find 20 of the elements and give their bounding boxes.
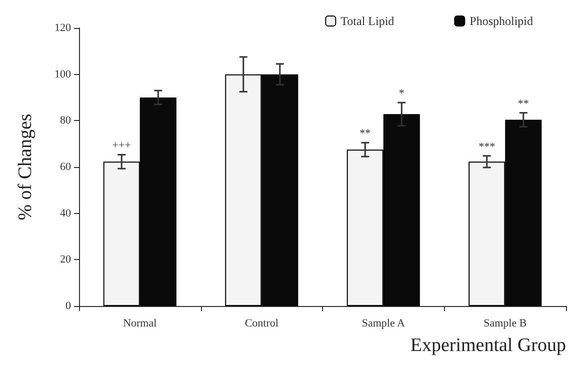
annotation: * — [398, 88, 404, 100]
legend-label: Phospholipid — [470, 14, 534, 28]
x-tick-label: Sample A — [362, 318, 405, 330]
annotation: ** — [518, 98, 529, 110]
x-tick-label: Sample B — [484, 318, 527, 330]
y-tick-label: 0 — [66, 300, 72, 312]
y-tick-label: 120 — [54, 22, 72, 34]
annotation: *** — [478, 140, 496, 153]
annotation: +++ — [112, 140, 131, 152]
y-tick-label: 40 — [60, 207, 72, 220]
y-tick-label: 80 — [60, 114, 72, 127]
y-tick-label: 100 — [54, 68, 72, 80]
x-tick-label: Normal — [123, 318, 157, 330]
y-tick-label: 60 — [60, 161, 72, 173]
x-axis-title: Experimental Group — [410, 335, 566, 356]
annotation: ** — [360, 128, 371, 140]
y-tick-label: 20 — [60, 254, 72, 266]
legend-label: Total Lipid — [340, 14, 394, 28]
y-axis-title: % of Changes — [15, 114, 36, 220]
x-tick-label: Control — [244, 318, 278, 330]
